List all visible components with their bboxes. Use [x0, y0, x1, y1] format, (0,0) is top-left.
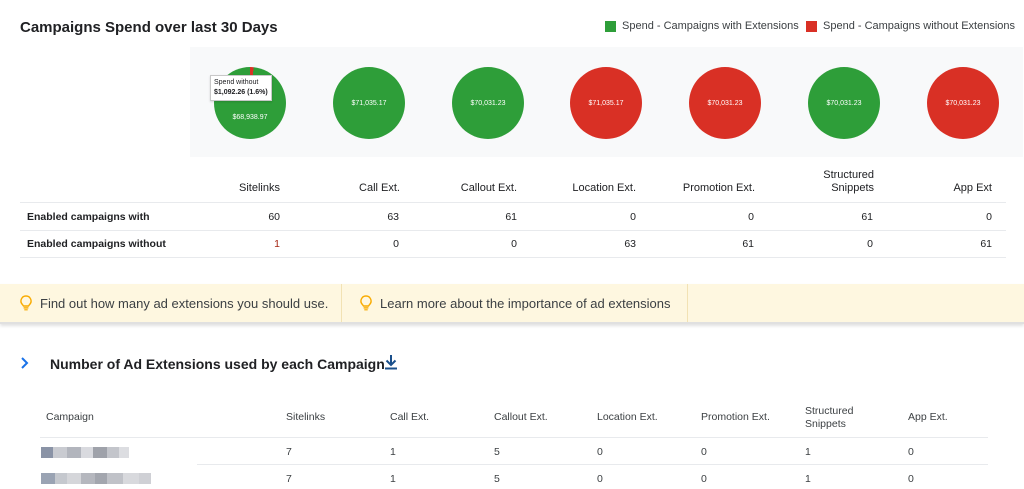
- table-row: Enabled campaigns without 1 0 0 63 61 0 …: [20, 230, 1006, 258]
- column-header[interactable]: Sitelinks: [286, 411, 326, 423]
- tips-bar: Find out how many ad extensions you shou…: [0, 284, 1024, 324]
- cell: 1: [805, 446, 811, 458]
- page-title: Campaigns Spend over last 30 Days: [20, 19, 278, 36]
- lightbulb-icon: [360, 295, 372, 311]
- pie-value-label: $70,031.23: [826, 99, 862, 107]
- tip-text: Find out how many ad extensions you shou…: [40, 295, 329, 311]
- pie-chart-sitelinks[interactable]: $68,938.97 Spend without $1,092.26 (1.6%…: [190, 47, 310, 157]
- tip-link-importance[interactable]: Learn more about the importance of ad ex…: [360, 284, 671, 322]
- pie-value-label: $71,035.17: [351, 99, 387, 107]
- pie-value-label: $70,031.23: [470, 99, 506, 107]
- cell: 0: [986, 211, 992, 223]
- tip-link-how-many[interactable]: Find out how many ad extensions you shou…: [20, 284, 328, 322]
- cell: 0: [511, 238, 517, 250]
- pie-chart-app[interactable]: $70,031.23: [903, 47, 1023, 157]
- column-header[interactable]: App Ext.: [908, 411, 948, 423]
- pie-slice[interactable]: $70,031.23: [927, 67, 999, 139]
- pie-value-label: $70,031.23: [707, 99, 743, 107]
- row-label: Enabled campaigns with: [27, 211, 150, 223]
- tip-divider: [687, 284, 688, 322]
- table-divider: [40, 437, 988, 438]
- column-header: App Ext: [953, 182, 992, 194]
- pie-chart-location[interactable]: $71,035.17: [546, 47, 666, 157]
- column-header: Call Ext.: [359, 182, 400, 194]
- download-icon[interactable]: [383, 353, 399, 371]
- cell: 63: [624, 238, 636, 250]
- campaign-name-redacted[interactable]: [41, 473, 151, 484]
- cell: 0: [867, 238, 873, 250]
- pie-slice[interactable]: $70,031.23: [452, 67, 524, 139]
- legend-swatch-red: [806, 20, 817, 32]
- cell: 1: [390, 446, 396, 458]
- pie-chart-call[interactable]: $71,035.17: [309, 47, 429, 157]
- legend-swatch-green: [605, 20, 616, 32]
- cell: 0: [597, 473, 603, 485]
- column-header[interactable]: Structured Snippets: [805, 405, 854, 430]
- campaign-name-redacted[interactable]: [41, 447, 129, 458]
- lightbulb-icon: [20, 295, 32, 311]
- legend-item-without[interactable]: Spend - Campaigns without Extensions: [806, 20, 1015, 32]
- pie-slice[interactable]: $70,031.23: [808, 67, 880, 139]
- table-divider: [20, 202, 1006, 203]
- cell: 61: [861, 211, 873, 223]
- cell: 0: [908, 473, 914, 485]
- cell: 61: [980, 238, 992, 250]
- cell: 0: [393, 238, 399, 250]
- cell: 0: [701, 446, 707, 458]
- column-header[interactable]: Promotion Ext.: [701, 411, 770, 423]
- tooltip-title: Spend without: [214, 79, 259, 86]
- pie-chart-promotion[interactable]: $70,031.23: [665, 47, 785, 157]
- legend-label: Spend - Campaigns with Extensions: [622, 20, 799, 32]
- cell: 0: [597, 446, 603, 458]
- cell: 5: [494, 446, 500, 458]
- pie-value-label: $70,031.23: [945, 99, 981, 107]
- pie-value-label: $71,035.17: [588, 99, 624, 107]
- table-row: Enabled campaigns with 60 63 61 0 0 61 0: [20, 203, 1006, 231]
- cell: 1: [390, 473, 396, 485]
- cell: 0: [748, 211, 754, 223]
- pie-chart-callout[interactable]: $70,031.23: [428, 47, 548, 157]
- column-header: Sitelinks: [239, 182, 280, 194]
- cell: 0: [701, 473, 707, 485]
- pie-slice[interactable]: $70,031.23: [689, 67, 761, 139]
- cell: 63: [387, 211, 399, 223]
- column-header[interactable]: Callout Ext.: [494, 411, 548, 423]
- cell: 0: [908, 446, 914, 458]
- cell[interactable]: 1: [274, 238, 280, 250]
- column-header: Structured Snippets: [823, 169, 874, 194]
- cell: 1: [805, 473, 811, 485]
- tip-text: Learn more about the importance of ad ex…: [380, 295, 671, 311]
- pie-tooltip: Spend without $1,092.26 (1.6%): [210, 75, 272, 101]
- chevron-right-icon[interactable]: [18, 356, 32, 370]
- cell: 60: [268, 211, 280, 223]
- cell: 61: [505, 211, 517, 223]
- column-header: Promotion Ext.: [682, 182, 755, 194]
- row-label: Enabled campaigns without: [27, 238, 166, 250]
- pie-slice[interactable]: $71,035.17: [333, 67, 405, 139]
- column-header: Callout Ext.: [460, 182, 517, 194]
- column-header[interactable]: Location Ext.: [597, 411, 658, 423]
- cell: 61: [742, 238, 754, 250]
- pie-slice[interactable]: $71,035.17: [570, 67, 642, 139]
- tip-divider: [341, 284, 342, 322]
- pie-chart-snippets[interactable]: $70,031.23: [784, 47, 904, 157]
- cell: 7: [286, 446, 292, 458]
- table-divider: [197, 464, 988, 465]
- column-header[interactable]: Call Ext.: [390, 411, 430, 423]
- column-header[interactable]: Campaign: [46, 411, 94, 423]
- cell: 7: [286, 473, 292, 485]
- cell: 0: [630, 211, 636, 223]
- section-title: Number of Ad Extensions used by each Cam…: [50, 356, 385, 372]
- pie-value-label: $68,938.97: [232, 113, 268, 121]
- legend-label: Spend - Campaigns without Extensions: [823, 20, 1015, 32]
- tooltip-value: $1,092.26 (1.6%): [214, 89, 268, 96]
- legend-item-with[interactable]: Spend - Campaigns with Extensions: [605, 20, 799, 32]
- cell: 5: [494, 473, 500, 485]
- column-header: Location Ext.: [572, 182, 636, 194]
